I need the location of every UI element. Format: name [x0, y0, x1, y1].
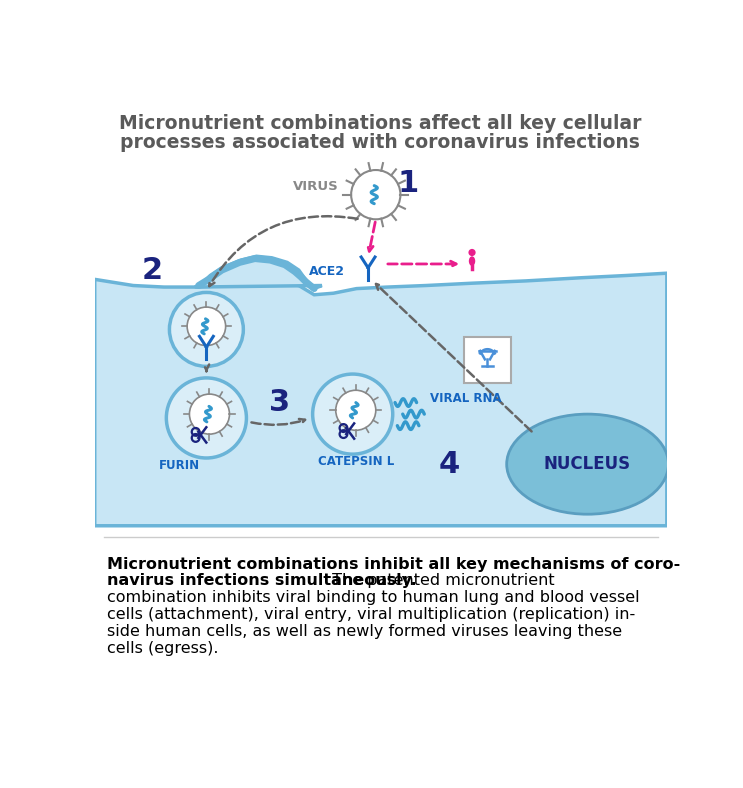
Text: The patented micronutrient: The patented micronutrient [327, 574, 555, 589]
Circle shape [169, 292, 244, 366]
Text: 4: 4 [438, 450, 460, 478]
Text: cells (attachment), viral entry, viral multiplication (replication) in-: cells (attachment), viral entry, viral m… [107, 608, 635, 623]
Circle shape [166, 378, 247, 458]
Circle shape [468, 249, 476, 256]
Text: Micronutrient combinations affect all key cellular: Micronutrient combinations affect all ke… [119, 114, 642, 133]
Text: FURIN: FURIN [159, 459, 200, 472]
Ellipse shape [507, 414, 669, 515]
Text: side human cells, as well as newly formed viruses leaving these: side human cells, as well as newly forme… [107, 624, 622, 639]
Text: VIRAL RNA: VIRAL RNA [429, 392, 502, 405]
Text: CATEPSIN L: CATEPSIN L [319, 455, 395, 468]
Text: 3: 3 [269, 388, 290, 417]
Circle shape [336, 390, 376, 430]
Text: NUCLEUS: NUCLEUS [544, 455, 631, 473]
Polygon shape [95, 273, 667, 526]
Text: navirus infections simultaneously.: navirus infections simultaneously. [107, 574, 417, 589]
Text: 2: 2 [142, 255, 163, 284]
Text: processes associated with coronavirus infections: processes associated with coronavirus in… [120, 133, 640, 152]
Circle shape [187, 307, 226, 346]
Circle shape [313, 374, 393, 454]
Bar [95, 533, 667, 703]
Text: VIRUS: VIRUS [293, 180, 339, 194]
Ellipse shape [469, 256, 476, 266]
Text: combination inhibits viral binding to human lung and blood vessel: combination inhibits viral binding to hu… [107, 590, 640, 605]
Text: 1: 1 [398, 169, 419, 198]
Circle shape [189, 394, 230, 434]
Text: cells (egress).: cells (egress). [107, 641, 218, 656]
FancyBboxPatch shape [464, 337, 510, 383]
Text: Micronutrient combinations inhibit all key mechanisms of coro-: Micronutrient combinations inhibit all k… [107, 556, 681, 571]
Circle shape [351, 170, 400, 219]
Polygon shape [195, 256, 322, 288]
Text: ACE2: ACE2 [309, 265, 345, 278]
